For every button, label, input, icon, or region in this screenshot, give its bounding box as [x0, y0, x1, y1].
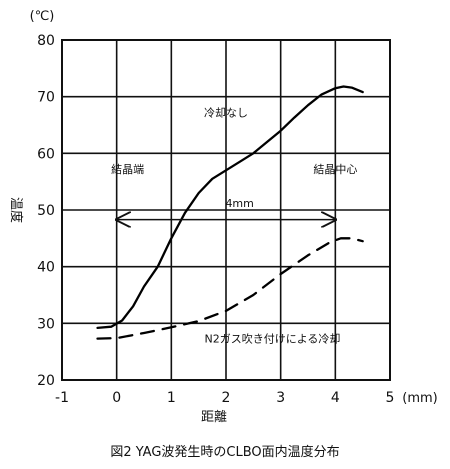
y-tick-label: 30: [37, 316, 55, 332]
annotation-n2-cooling: N2ガス吹き付けによる冷却: [205, 333, 341, 346]
y-tick-label: 50: [37, 203, 55, 219]
x-tick-label: 2: [222, 390, 231, 406]
y-axis-unit: (℃): [30, 9, 55, 24]
x-tick-label: 1: [167, 390, 176, 406]
x-tick-label: 5: [386, 390, 395, 406]
annotation-no-cooling: 冷却なし: [204, 107, 248, 120]
series-line-n2-cooling: [96, 237, 364, 340]
y-tick-label: 60: [37, 146, 55, 162]
x-tick-label: -1: [55, 390, 69, 406]
annotation-edge: 結晶端: [111, 162, 144, 176]
x-tick-label: 0: [112, 390, 121, 406]
annotation-distance: 4mm: [225, 197, 253, 210]
y-tick-label: 70: [37, 90, 55, 106]
chart-title: 図2 YAG波発生時のCLBO面内温度分布: [110, 444, 339, 460]
y-axis-label: 温度: [8, 197, 24, 223]
x-tick-label: 3: [276, 390, 285, 406]
y-tick-label: 80: [37, 33, 55, 49]
x-axis-label: 距離: [201, 410, 227, 425]
series-line-no-cooling: [96, 85, 364, 330]
y-tick-label: 40: [37, 260, 55, 276]
annotation-center: 結晶中心: [313, 162, 357, 176]
y-tick-label: 20: [37, 373, 55, 389]
x-axis-unit: (mm): [402, 391, 437, 406]
x-tick-label: 4: [331, 390, 340, 406]
